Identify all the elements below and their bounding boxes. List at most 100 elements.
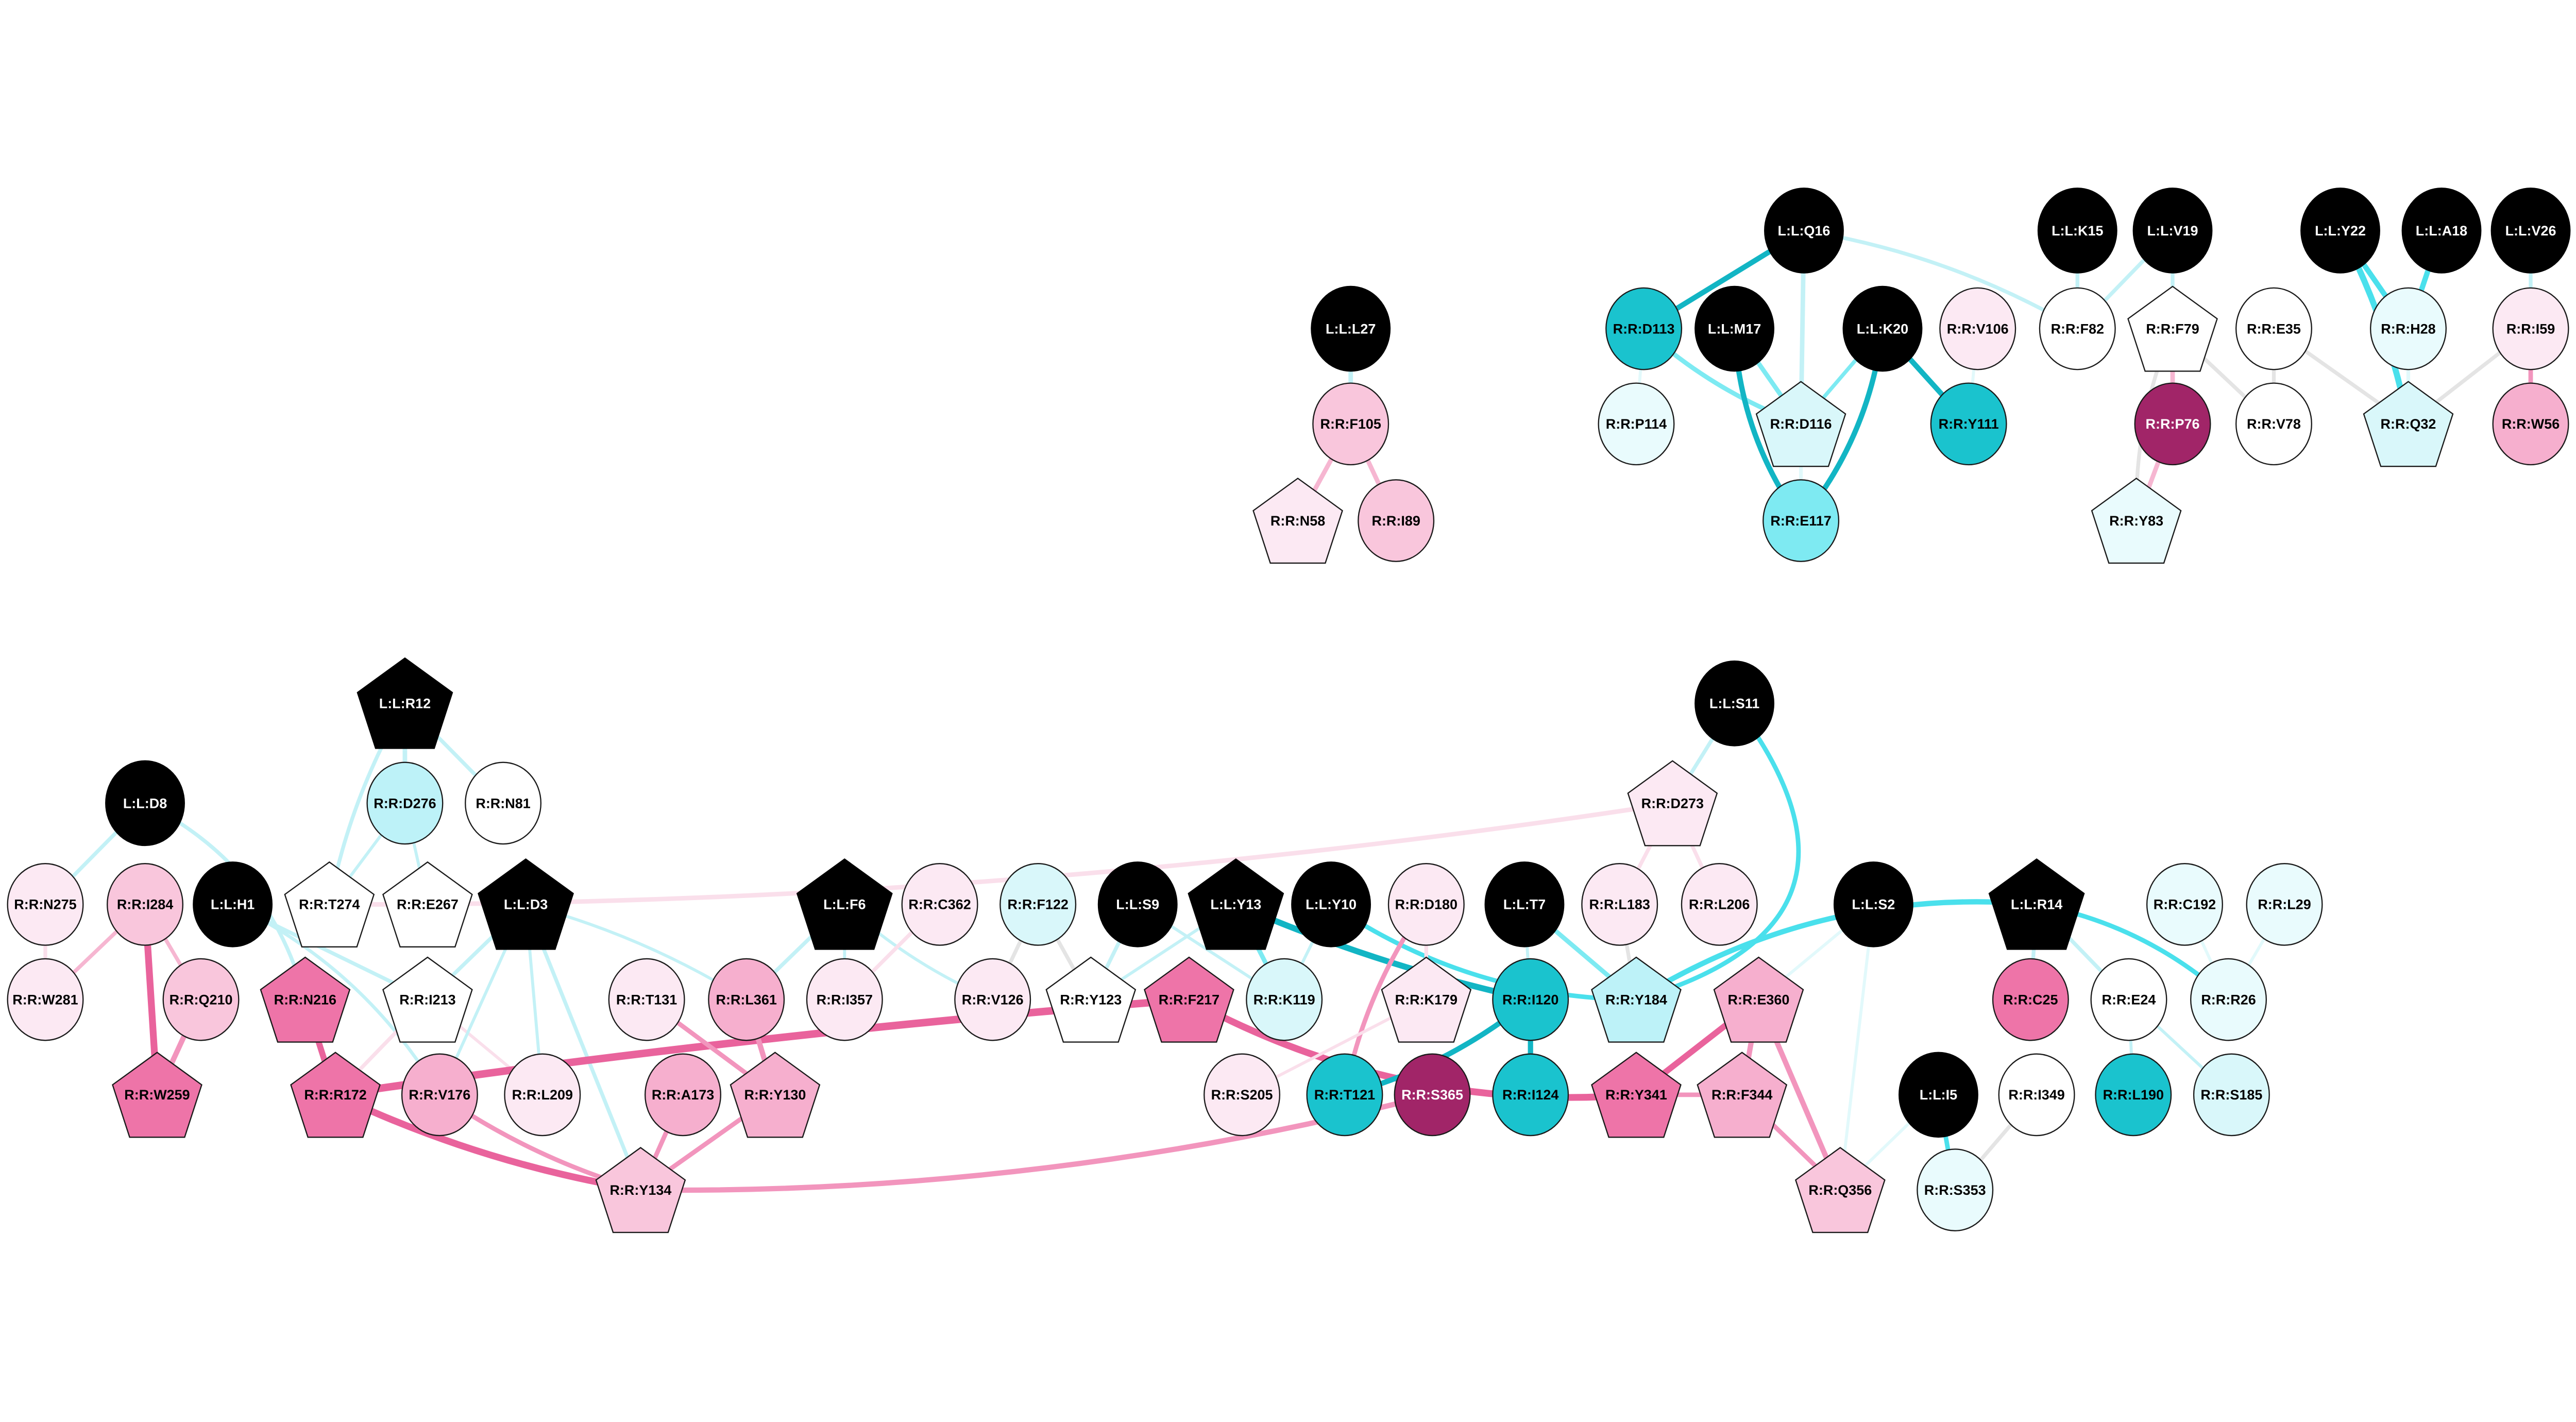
pentagon-node-r-r-e267[interactable] xyxy=(382,861,473,947)
circle-node-r-r-i120[interactable] xyxy=(1492,958,1569,1041)
circle-node-r-r-q210[interactable] xyxy=(162,958,240,1041)
circle-node-l-l-k15[interactable] xyxy=(2037,188,2117,274)
pentagon-node-l-l-y13[interactable] xyxy=(1188,858,1284,950)
circle-node-r-r-v126[interactable] xyxy=(954,958,1031,1041)
pentagon-node-r-r-f79[interactable] xyxy=(2127,285,2218,372)
circle-node-r-r-s185[interactable] xyxy=(2193,1053,2270,1137)
pentagon-node-r-r-f344[interactable] xyxy=(1697,1052,1788,1138)
circle-node-r-r-i284[interactable] xyxy=(107,863,184,946)
pentagon-node-l-l-r12[interactable] xyxy=(357,657,453,749)
node-r-r-r26: R:R:R26 xyxy=(2190,958,2267,1041)
circle-node-r-r-n81[interactable] xyxy=(465,761,542,845)
circle-node-r-r-l190[interactable] xyxy=(2095,1053,2172,1137)
circle-node-l-l-l27[interactable] xyxy=(1311,285,1391,372)
circle-node-r-r-d113[interactable] xyxy=(1605,287,1683,370)
circle-node-r-r-i357[interactable] xyxy=(806,958,883,1041)
circle-node-r-r-p114[interactable] xyxy=(1598,382,1675,466)
circle-node-l-l-m17[interactable] xyxy=(1694,285,1774,372)
circle-node-l-l-d8[interactable] xyxy=(105,760,185,847)
pentagon-node-r-r-i213[interactable] xyxy=(382,956,473,1043)
node-r-r-f122: R:R:F122 xyxy=(999,863,1077,946)
circle-node-r-r-i124[interactable] xyxy=(1492,1053,1569,1137)
circle-node-r-r-s365[interactable] xyxy=(1394,1053,1471,1137)
pentagon-node-r-r-e360[interactable] xyxy=(1713,956,1804,1043)
circle-node-r-r-v78[interactable] xyxy=(2235,382,2312,466)
circle-node-r-r-i59[interactable] xyxy=(2492,287,2569,370)
node-r-r-f79: R:R:F79 xyxy=(2127,285,2218,372)
circle-node-l-l-s9[interactable] xyxy=(1097,861,1178,947)
node-r-r-y134: R:R:Y134 xyxy=(595,1147,686,1233)
circle-node-r-r-n275[interactable] xyxy=(7,863,84,946)
circle-node-r-r-w281[interactable] xyxy=(7,958,84,1041)
circle-node-r-r-h28[interactable] xyxy=(2370,287,2447,370)
pentagon-node-r-r-y130[interactable] xyxy=(730,1052,821,1138)
pentagon-node-r-r-f217[interactable] xyxy=(1144,956,1234,1043)
circle-node-r-r-s353[interactable] xyxy=(1917,1148,1994,1231)
circle-node-r-r-t131[interactable] xyxy=(608,958,685,1041)
circle-node-r-r-e24[interactable] xyxy=(2090,958,2167,1041)
circle-node-r-r-e117[interactable] xyxy=(1762,479,1840,562)
circle-node-l-l-v19[interactable] xyxy=(2132,188,2213,274)
circle-node-l-l-a18[interactable] xyxy=(2401,188,2482,274)
pentagon-node-r-r-q32[interactable] xyxy=(2363,381,2454,467)
node-r-r-q32: R:R:Q32 xyxy=(2363,381,2454,467)
circle-node-r-r-y111[interactable] xyxy=(1930,382,2007,466)
pentagon-node-l-l-d3[interactable] xyxy=(478,858,574,950)
circle-node-r-r-l206[interactable] xyxy=(1681,863,1758,946)
pentagon-node-r-r-r172[interactable] xyxy=(290,1052,381,1138)
circle-node-r-r-c192[interactable] xyxy=(2146,863,2223,946)
circle-node-l-l-t7[interactable] xyxy=(1484,861,1565,947)
circle-node-r-r-c25[interactable] xyxy=(1992,958,2069,1041)
circle-node-r-r-d276[interactable] xyxy=(366,761,444,845)
circle-node-r-r-k119[interactable] xyxy=(1246,958,1323,1041)
circle-node-l-l-q16[interactable] xyxy=(1764,188,1844,274)
circle-node-l-l-h1[interactable] xyxy=(193,861,273,947)
circle-node-r-r-l29[interactable] xyxy=(2246,863,2323,946)
circle-node-l-l-y10[interactable] xyxy=(1291,861,1371,947)
circle-node-r-r-f105[interactable] xyxy=(1312,382,1389,466)
pentagon-node-l-l-r14[interactable] xyxy=(1988,858,2085,950)
pentagon-node-r-r-n216[interactable] xyxy=(260,956,351,1043)
circle-node-r-r-l183[interactable] xyxy=(1581,863,1658,946)
circle-node-l-l-v26[interactable] xyxy=(2490,188,2571,274)
pentagon-node-r-r-t274[interactable] xyxy=(284,861,375,947)
pentagon-node-r-r-d273[interactable] xyxy=(1627,760,1718,847)
circle-node-r-r-d180[interactable] xyxy=(1387,863,1465,946)
edge-l-l-q16-r-r-f82 xyxy=(1802,228,2079,331)
node-r-r-i124: R:R:I124 xyxy=(1492,1053,1569,1137)
pentagon-node-r-r-y134[interactable] xyxy=(595,1147,686,1233)
pentagon-node-r-r-y184[interactable] xyxy=(1591,956,1682,1043)
pentagon-node-l-l-f6[interactable] xyxy=(796,858,893,950)
circle-node-r-r-p76[interactable] xyxy=(2134,382,2211,466)
node-r-r-c362: R:R:C362 xyxy=(901,863,978,946)
circle-node-r-r-r26[interactable] xyxy=(2190,958,2267,1041)
circle-node-r-r-v176[interactable] xyxy=(401,1053,478,1137)
pentagon-node-r-r-y83[interactable] xyxy=(2091,477,2182,564)
circle-node-l-l-i5[interactable] xyxy=(1899,1052,1978,1138)
circle-node-r-r-f122[interactable] xyxy=(999,863,1077,946)
circle-node-l-l-s11[interactable] xyxy=(1694,661,1774,747)
circle-node-l-l-k20[interactable] xyxy=(1842,285,1923,372)
circle-node-r-r-s205[interactable] xyxy=(1204,1053,1281,1137)
circle-node-r-r-f82[interactable] xyxy=(2039,287,2116,370)
circle-node-r-r-c362[interactable] xyxy=(901,863,978,946)
circle-node-r-r-l361[interactable] xyxy=(708,958,785,1041)
circle-node-r-r-l209[interactable] xyxy=(504,1053,581,1137)
circle-node-r-r-a173[interactable] xyxy=(645,1053,721,1137)
pentagon-node-r-r-q356[interactable] xyxy=(1794,1147,1886,1233)
circle-node-r-r-t121[interactable] xyxy=(1306,1053,1383,1137)
pentagon-node-r-r-k179[interactable] xyxy=(1381,956,1472,1043)
circle-node-r-r-w56[interactable] xyxy=(2492,382,2569,466)
circle-node-r-r-e35[interactable] xyxy=(2235,287,2312,370)
pentagon-node-r-r-y341[interactable] xyxy=(1591,1052,1682,1138)
circle-node-r-r-v106[interactable] xyxy=(1939,287,2016,370)
pentagon-node-r-r-y123[interactable] xyxy=(1045,956,1137,1043)
circle-node-r-r-i349[interactable] xyxy=(1998,1053,2075,1137)
circle-node-l-l-s2[interactable] xyxy=(1833,861,1913,947)
pentagon-node-r-r-w259[interactable] xyxy=(112,1052,202,1138)
pentagon-node-r-r-d116[interactable] xyxy=(1755,381,1846,467)
circle-node-r-r-i89[interactable] xyxy=(1358,479,1435,562)
pentagon-node-r-r-n58[interactable] xyxy=(1252,477,1343,564)
circle-node-l-l-y22[interactable] xyxy=(2300,188,2380,274)
node-r-r-q210: R:R:Q210 xyxy=(162,958,240,1041)
